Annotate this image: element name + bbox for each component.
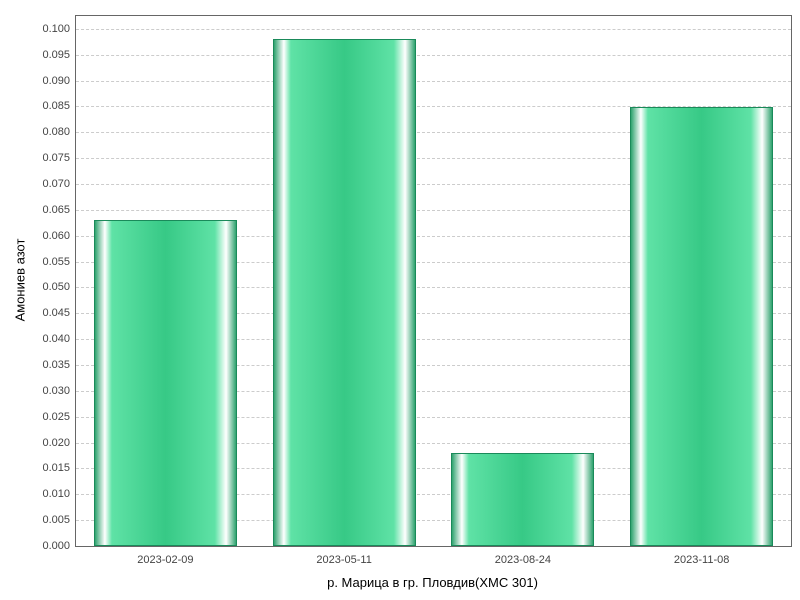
y-tick-label: 0.050: [42, 281, 76, 293]
x-tick-label: 2023-02-09: [137, 546, 193, 566]
bar: [273, 39, 416, 546]
y-tick-label: 0.010: [42, 488, 76, 500]
y-tick-label: 0.040: [42, 333, 76, 345]
y-tick-label: 0.030: [42, 385, 76, 397]
y-tick-label: 0.020: [42, 437, 76, 449]
x-axis-label: р. Марица в гр. Пловдив(ХМС 301): [327, 575, 538, 590]
y-tick-label: 0.035: [42, 359, 76, 371]
bar: [451, 453, 594, 546]
y-tick-label: 0.060: [42, 230, 76, 242]
x-tick-label: 2023-08-24: [495, 546, 551, 566]
x-tick-label: 2023-11-08: [674, 546, 729, 566]
y-tick-label: 0.080: [42, 126, 76, 138]
bar: [630, 107, 773, 547]
y-tick-label: 0.055: [42, 256, 76, 268]
y-tick-label: 0.005: [42, 514, 76, 526]
gridline: [76, 81, 791, 82]
y-tick-label: 0.000: [42, 540, 76, 552]
chart-container: 0.000 0.005 0.010 0.015 0.020 0.025 0.030 0.035…: [0, 0, 800, 600]
y-tick-label: 0.085: [42, 100, 76, 112]
y-tick-label: 0.100: [42, 23, 76, 35]
x-tick-label: 2023-05-11: [316, 546, 371, 566]
y-tick-label: 0.015: [42, 462, 76, 474]
y-tick-label: 0.045: [42, 307, 76, 319]
gridline: [76, 29, 791, 30]
gridline: [76, 55, 791, 56]
y-tick-label: 0.070: [42, 178, 76, 190]
y-tick-label: 0.025: [42, 411, 76, 423]
plot-area: 0.0000.0050.0100.0150.0200.0250.0300.035…: [75, 15, 792, 547]
y-tick-label: 0.095: [42, 49, 76, 61]
y-tick-label: 0.090: [42, 75, 76, 87]
bar: [94, 220, 237, 546]
y-axis-label: Амониев азот: [13, 239, 28, 322]
y-tick-label: 0.065: [42, 204, 76, 216]
y-tick-label: 0.075: [42, 152, 76, 164]
